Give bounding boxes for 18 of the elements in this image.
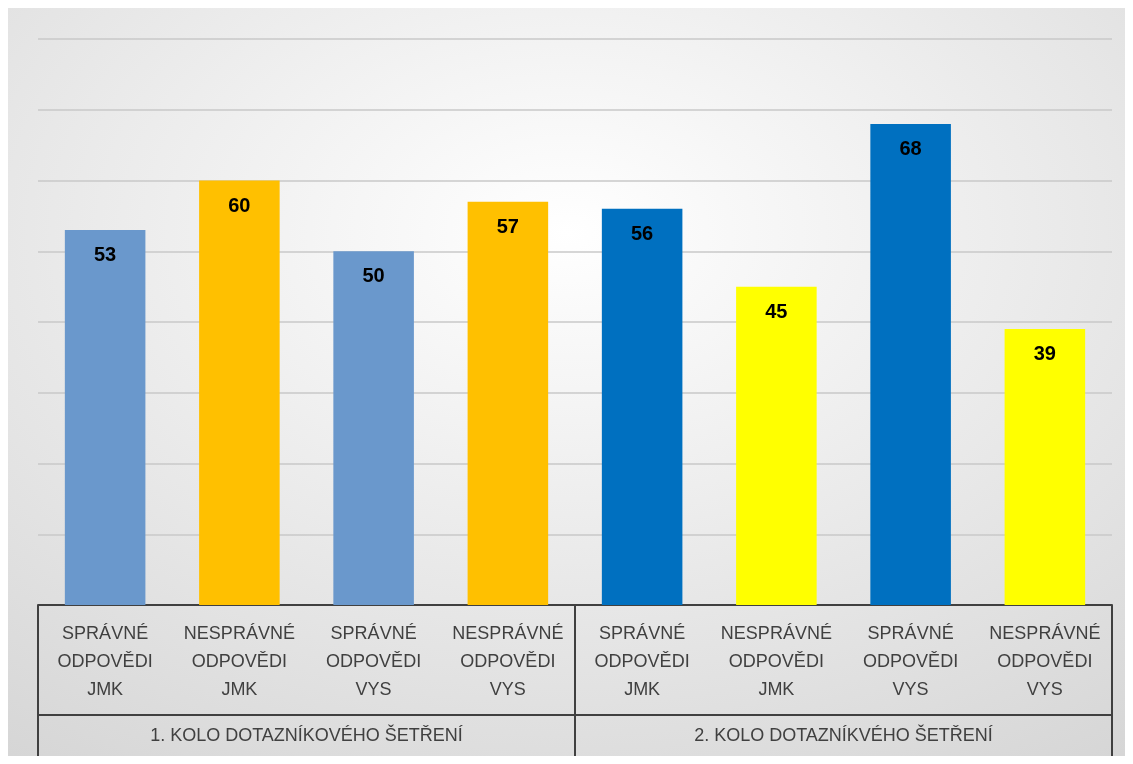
text: 1. KOLO DOTAZNÍKOVÉHO ŠETŘENÍ [150, 724, 463, 745]
data-label: 56 [631, 221, 654, 244]
text: 2. KOLO DOTAZNÍKVÉHO ŠETŘENÍ [694, 724, 993, 745]
x-tick-label: NESPRÁVNÉ ODPOVĚDI JMK [183, 623, 295, 699]
x-tick-label: SPRÁVNÉ ODPOVĚDI VYS [326, 623, 422, 699]
x-tick-label: SPRÁVNÉ ODPOVĚDI JMK [594, 623, 690, 699]
x-tick-label: SPRÁVNÉ ODPOVĚDI VYS [863, 623, 959, 699]
data-label: 39 [1033, 342, 1056, 365]
data-label: 60 [228, 193, 251, 216]
x-tick-label: NESPRÁVNÉ ODPOVĚDI VYS [452, 623, 564, 699]
x-tick-label: NESPRÁVNÉ ODPOVĚDI VYS [989, 623, 1101, 699]
data-label: 53 [94, 243, 117, 266]
data-label: 50 [362, 264, 385, 287]
x-tick-label: NESPRÁVNÉ ODPOVĚDI JMK [720, 623, 832, 699]
x-tick-label: SPRÁVNÉ ODPOVĚDI JMK [57, 623, 153, 699]
data-label: 68 [899, 136, 922, 159]
data-label: 57 [496, 214, 519, 237]
data-label: 45 [765, 299, 788, 322]
